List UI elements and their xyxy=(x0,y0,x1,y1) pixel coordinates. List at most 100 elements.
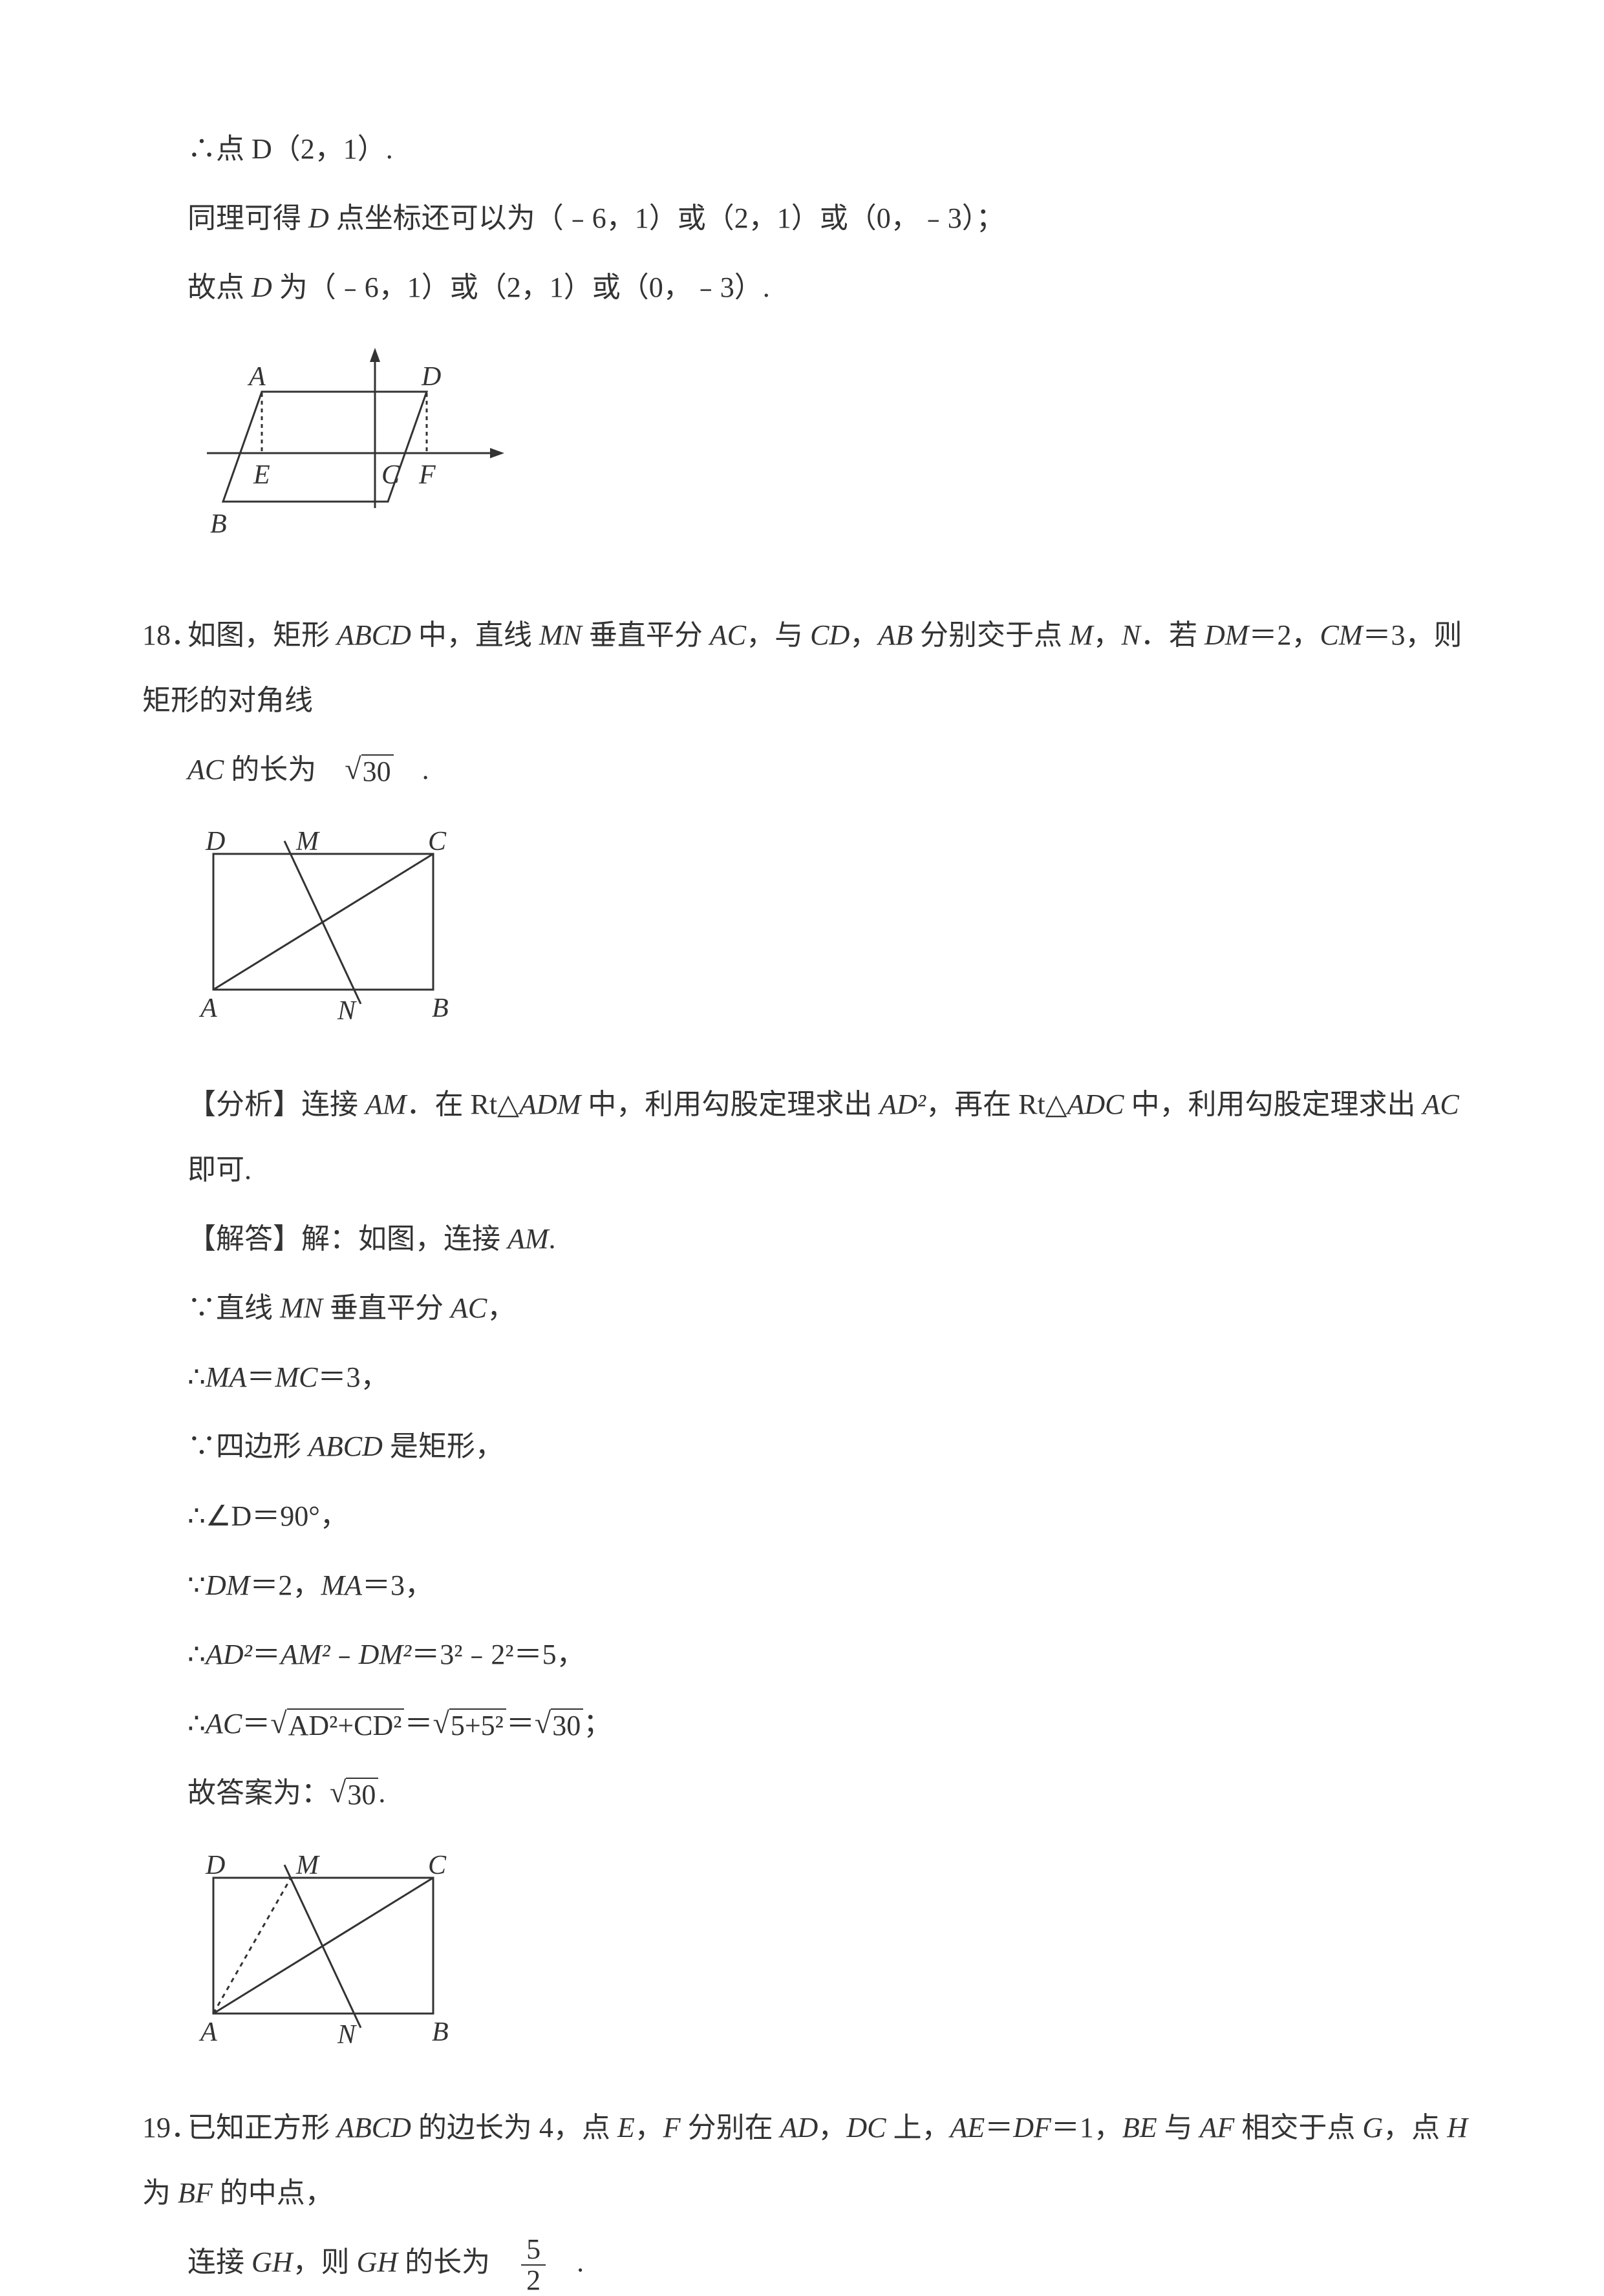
var: AM xyxy=(365,1089,407,1120)
label-B: B xyxy=(432,994,449,1023)
var: CD xyxy=(810,619,850,651)
diagram-rectangle-mn: D M C A N B xyxy=(187,822,1475,1052)
text: ∴ xyxy=(187,1639,206,1670)
var: GH xyxy=(357,2246,398,2278)
text: 连接 xyxy=(301,1089,365,1120)
var: BE xyxy=(1122,2112,1157,2143)
answer-blank: 52 xyxy=(519,2246,548,2278)
text: ； xyxy=(583,1708,612,1739)
answer-blank: √30 xyxy=(345,754,393,785)
step: ∵DM＝2，MA＝3， xyxy=(142,1553,1475,1618)
text: 已知正方形 xyxy=(187,2112,337,2143)
numerator: 5 xyxy=(521,2235,546,2266)
step: ∴AC＝√AD²+CD²＝√5+5²＝√30； xyxy=(142,1691,1475,1756)
diagram-parallelogram-axes: A D B E C F xyxy=(187,340,1475,583)
var: DF xyxy=(1013,2112,1051,2143)
var: DM² xyxy=(359,1639,412,1670)
text: 垂直平分 xyxy=(323,1292,451,1324)
text: ＝ xyxy=(247,1361,275,1393)
text: 为 xyxy=(142,2177,178,2209)
text: 是矩形， xyxy=(383,1430,504,1462)
solution-header: 【解答】解：如图，连接 AM. xyxy=(142,1206,1475,1271)
var: AM xyxy=(508,1223,549,1255)
var: AC xyxy=(1423,1089,1459,1120)
text: 为（﹣6，1）或（2，1）或（0，﹣3）. xyxy=(272,271,770,303)
radicand: 30 xyxy=(346,1778,378,1812)
label-C: C xyxy=(428,827,447,856)
step: ∵直线 MN 垂直平分 AC， xyxy=(142,1275,1475,1341)
label-B: B xyxy=(432,2017,449,2047)
var: GH xyxy=(251,2246,293,2278)
var: DC xyxy=(846,2112,886,2143)
page: ∴点 D（2，1）. 同理可得 D 点坐标还可以为（﹣6，1）或（2，1）或（0… xyxy=(0,0,1604,2268)
text: ＝ xyxy=(506,1708,535,1739)
question-19-line2: 连接 GH，则 GH 的长为 52 . xyxy=(142,2229,1475,2295)
var: ABCD xyxy=(337,2112,411,2143)
step: ∴∠D＝90°， xyxy=(142,1483,1475,1549)
text: . xyxy=(378,1777,385,1809)
var: CM xyxy=(1320,619,1362,651)
text: ∴∠D＝90°， xyxy=(187,1500,348,1532)
section-label: 【解答】 xyxy=(187,1223,301,1255)
text: 与 xyxy=(1157,2112,1200,2143)
text: . xyxy=(394,754,429,785)
var: AC xyxy=(206,1708,242,1739)
radicand: 30 xyxy=(551,1708,583,1743)
label-D: D xyxy=(421,362,441,392)
text: ∵ xyxy=(187,1569,206,1601)
label-A: A xyxy=(198,994,217,1023)
text: 相交于点 xyxy=(1234,2112,1362,2143)
var: DM xyxy=(1204,619,1248,651)
text: 解：如图，连接 xyxy=(301,1223,508,1255)
var: MN xyxy=(539,619,582,651)
text: ＝ xyxy=(404,1708,433,1739)
radicand: 30 xyxy=(361,754,394,789)
paragraph: 故点 D 为（﹣6，1）或（2，1）或（0，﹣3）. xyxy=(142,255,1475,320)
var: AE xyxy=(950,2112,985,2143)
var: D xyxy=(308,202,329,234)
var: AD² xyxy=(206,1639,252,1670)
text: 中，直线 xyxy=(411,619,539,651)
var: AD xyxy=(780,2112,818,2143)
var: ADC xyxy=(1067,1089,1124,1120)
text: ， xyxy=(818,2112,846,2143)
text: ＝1， xyxy=(1051,2112,1122,2143)
text: ＝ xyxy=(242,1708,270,1739)
text: ＝3²﹣2²＝5， xyxy=(411,1639,584,1670)
label-N: N xyxy=(337,2020,357,2050)
text: . xyxy=(549,1223,556,1255)
text: ， xyxy=(850,619,878,651)
text: ，再在 Rt△ xyxy=(926,1089,1067,1120)
var: D xyxy=(251,271,272,303)
var: N xyxy=(1122,619,1140,651)
label-A: A xyxy=(247,362,266,392)
text: ＝2， xyxy=(1248,619,1320,651)
denominator: 2 xyxy=(521,2266,546,2295)
text: 故答案为： xyxy=(187,1777,330,1809)
text: 的长为 xyxy=(224,754,345,785)
text: ＝ xyxy=(985,2112,1013,2143)
text: . xyxy=(548,2246,584,2278)
var: AC xyxy=(187,754,224,785)
label-C: C xyxy=(428,1851,447,1880)
radicand: 5+5² xyxy=(449,1708,506,1743)
sqrt: √5+5² xyxy=(433,1708,506,1743)
text: ，则 xyxy=(293,2246,357,2278)
var: AF xyxy=(1200,2112,1235,2143)
text: ＝2， xyxy=(250,1569,321,1601)
text: 即可. xyxy=(187,1154,251,1185)
analysis: 【分析】连接 AM．在 Rt△ADM 中，利用勾股定理求出 AD²，再在 Rt△… xyxy=(142,1072,1475,1202)
label-F: F xyxy=(418,460,436,490)
var: AD² xyxy=(879,1089,926,1120)
question-18-line2: AC 的长为 √30 . xyxy=(142,737,1475,802)
var: AC xyxy=(451,1292,487,1324)
text: ∴点 D（2，1）. xyxy=(187,133,393,165)
var: G xyxy=(1362,2112,1383,2143)
sqrt: √AD²+CD² xyxy=(270,1708,404,1743)
question-19: 19．已知正方形 ABCD 的边长为 4，点 E，F 分别在 AD，DC 上，A… xyxy=(142,2095,1475,2226)
var: E xyxy=(617,2112,635,2143)
label-M: M xyxy=(295,827,320,856)
var: MA xyxy=(206,1361,247,1393)
label-D: D xyxy=(205,1851,225,1880)
step: ∵四边形 ABCD 是矩形， xyxy=(142,1414,1475,1479)
